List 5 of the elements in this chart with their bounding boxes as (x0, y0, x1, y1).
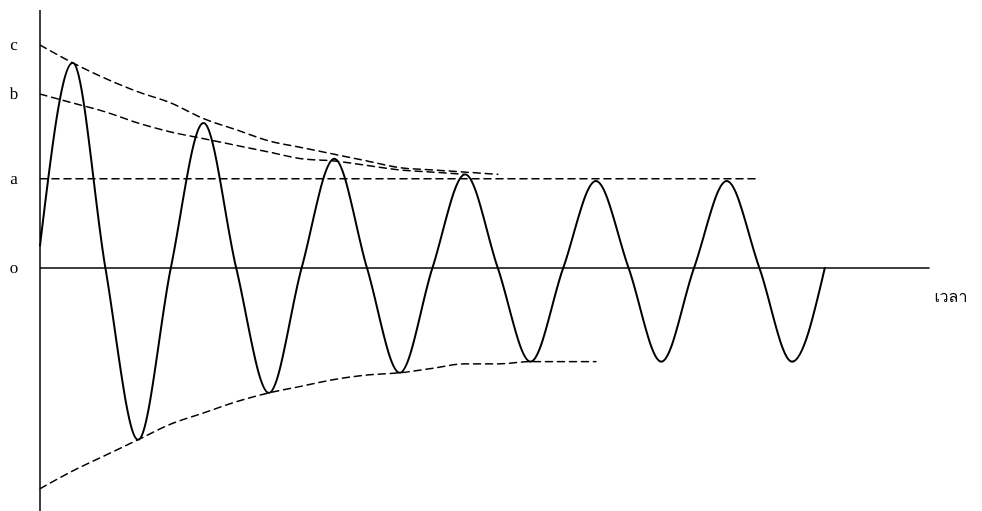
text: o (10, 258, 18, 277)
x-axis-title: เวลา (934, 287, 968, 306)
series-label: b (10, 84, 18, 104)
series-label: c (10, 35, 18, 54)
series-label: a (10, 168, 18, 188)
